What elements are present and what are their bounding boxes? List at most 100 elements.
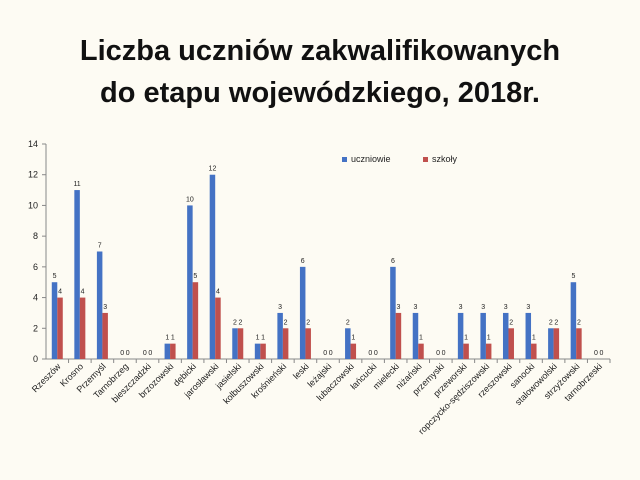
bar-szkoły bbox=[350, 343, 357, 359]
bar-uczniowie bbox=[390, 266, 396, 359]
bar-szkoły bbox=[576, 328, 582, 359]
data-label: 2 bbox=[554, 319, 558, 326]
bar-szkoły bbox=[418, 343, 424, 359]
data-label: 4 bbox=[58, 289, 62, 296]
data-label: 1 bbox=[165, 335, 169, 342]
category-label: Rzeszów bbox=[30, 361, 63, 394]
data-label: 1 bbox=[171, 335, 175, 342]
bar-szkoły bbox=[237, 328, 244, 359]
data-label: 1 bbox=[261, 335, 265, 342]
legend-swatch-uczniowie bbox=[342, 157, 347, 162]
data-label: 3 bbox=[459, 304, 463, 311]
bar-uczniowie bbox=[299, 266, 306, 359]
legend-label-uczniowie: uczniowie bbox=[351, 154, 391, 164]
data-label: 0 bbox=[374, 350, 378, 357]
data-label: 0 bbox=[594, 350, 598, 357]
data-label: 1 bbox=[464, 335, 468, 342]
bar-uczniowie bbox=[254, 343, 261, 359]
data-label: 7 bbox=[98, 243, 102, 250]
bar-szkoły bbox=[305, 328, 311, 359]
y-tick-label: 0 bbox=[33, 354, 38, 364]
data-label: 0 bbox=[436, 350, 440, 357]
data-label: 2 bbox=[577, 319, 581, 326]
y-tick-label: 6 bbox=[33, 262, 38, 272]
bar-szkoły bbox=[553, 328, 560, 359]
data-label: 0 bbox=[368, 350, 372, 357]
category-label: leski bbox=[291, 361, 311, 381]
data-label: 3 bbox=[396, 304, 400, 311]
data-label: 4 bbox=[216, 289, 220, 296]
data-label: 2 bbox=[239, 319, 243, 326]
data-label: 1 bbox=[256, 335, 260, 342]
bar-uczniowie bbox=[457, 312, 464, 359]
data-label: 3 bbox=[103, 304, 107, 311]
data-label: 2 bbox=[284, 319, 288, 326]
bar-szkoły bbox=[282, 328, 289, 359]
data-label: 5 bbox=[53, 273, 57, 280]
data-label: 0 bbox=[126, 350, 130, 357]
bar-szkoły bbox=[485, 343, 492, 359]
bar-szkoły bbox=[508, 328, 514, 359]
y-tick-label: 8 bbox=[33, 231, 38, 241]
data-label: 0 bbox=[600, 350, 604, 357]
chart-title: Liczba uczniów zakwalifikowanych do etap… bbox=[0, 30, 640, 114]
bar-szkoły bbox=[463, 343, 469, 359]
data-label: 0 bbox=[329, 350, 333, 357]
bar-uczniowie bbox=[412, 312, 419, 359]
bar-szkoły bbox=[531, 343, 537, 359]
bar-uczniowie bbox=[164, 343, 171, 359]
bar-szkoły bbox=[215, 297, 221, 359]
data-label: 0 bbox=[120, 350, 124, 357]
data-label: 2 bbox=[549, 319, 553, 326]
data-label: 3 bbox=[504, 304, 508, 311]
data-label: 3 bbox=[526, 304, 530, 311]
bar-uczniowie bbox=[525, 312, 532, 359]
chart-title-line-1: Liczba uczniów zakwalifikowanych bbox=[79, 35, 561, 67]
bar-uczniowie bbox=[96, 251, 103, 359]
bar-szkoły bbox=[57, 297, 63, 359]
data-label: 2 bbox=[233, 319, 237, 326]
y-tick-label: 2 bbox=[33, 323, 38, 333]
bar-uczniowie bbox=[74, 190, 80, 359]
y-tick-label: 4 bbox=[33, 293, 38, 303]
bar-szkoły bbox=[79, 297, 86, 359]
data-label: 1 bbox=[487, 335, 491, 342]
bar-uczniowie bbox=[570, 282, 577, 359]
bar-uczniowie bbox=[345, 328, 351, 359]
data-label: 2 bbox=[509, 319, 513, 326]
data-label: 1 bbox=[351, 335, 355, 342]
legend-swatch-szkoły bbox=[423, 157, 428, 162]
data-label: 0 bbox=[148, 350, 152, 357]
data-label: 1 bbox=[532, 335, 536, 342]
bar-uczniowie bbox=[209, 174, 216, 359]
bar-uczniowie bbox=[187, 205, 193, 359]
data-label: 5 bbox=[193, 273, 197, 280]
bar-szkoły bbox=[102, 312, 108, 359]
bar-uczniowie bbox=[502, 312, 509, 359]
y-tick-label: 10 bbox=[28, 200, 38, 210]
data-label: 3 bbox=[481, 304, 485, 311]
bar-uczniowie bbox=[232, 328, 238, 359]
data-label: 3 bbox=[278, 304, 282, 311]
data-label: 1 bbox=[419, 335, 423, 342]
legend-label-szkoły: szkoły bbox=[432, 154, 458, 164]
bar-szkoły bbox=[170, 343, 176, 359]
bar-szkoły bbox=[260, 343, 266, 359]
data-label: 12 bbox=[209, 166, 217, 173]
bar-uczniowie bbox=[277, 312, 283, 359]
y-tick-label: 12 bbox=[28, 170, 38, 180]
bar-uczniowie bbox=[548, 328, 554, 359]
data-label: 2 bbox=[306, 319, 310, 326]
data-label: 0 bbox=[143, 350, 147, 357]
data-label: 4 bbox=[81, 289, 85, 296]
data-label: 2 bbox=[346, 319, 350, 326]
bar-szkoły bbox=[395, 312, 402, 359]
y-tick-label: 14 bbox=[28, 139, 38, 149]
data-label: 5 bbox=[571, 273, 575, 280]
data-label: 0 bbox=[442, 350, 446, 357]
bar-uczniowie bbox=[51, 282, 58, 359]
chart-title-line-2: do etapu wojewódzkiego, 2018r. bbox=[100, 77, 540, 109]
data-label: 10 bbox=[186, 196, 194, 203]
data-label: 6 bbox=[391, 258, 395, 265]
